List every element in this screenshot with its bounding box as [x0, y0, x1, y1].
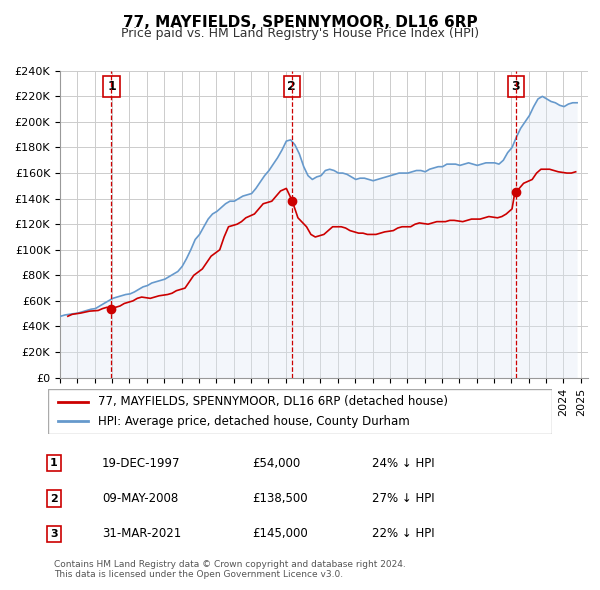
Text: 1: 1	[50, 458, 58, 468]
Text: 27% ↓ HPI: 27% ↓ HPI	[372, 492, 434, 505]
Text: £145,000: £145,000	[252, 527, 308, 540]
Text: 22% ↓ HPI: 22% ↓ HPI	[372, 527, 434, 540]
Text: Contains HM Land Registry data © Crown copyright and database right 2024.
This d: Contains HM Land Registry data © Crown c…	[54, 560, 406, 579]
Text: 19-DEC-1997: 19-DEC-1997	[102, 457, 181, 470]
Text: 77, MAYFIELDS, SPENNYMOOR, DL16 6RP (detached house): 77, MAYFIELDS, SPENNYMOOR, DL16 6RP (det…	[98, 395, 448, 408]
Text: Price paid vs. HM Land Registry's House Price Index (HPI): Price paid vs. HM Land Registry's House …	[121, 27, 479, 40]
FancyBboxPatch shape	[48, 389, 552, 434]
Text: 09-MAY-2008: 09-MAY-2008	[102, 492, 178, 505]
Text: £138,500: £138,500	[252, 492, 308, 505]
Text: 1: 1	[107, 80, 116, 93]
Text: 77, MAYFIELDS, SPENNYMOOR, DL16 6RP: 77, MAYFIELDS, SPENNYMOOR, DL16 6RP	[122, 15, 478, 30]
Text: £54,000: £54,000	[252, 457, 300, 470]
Text: HPI: Average price, detached house, County Durham: HPI: Average price, detached house, Coun…	[98, 415, 410, 428]
Text: 24% ↓ HPI: 24% ↓ HPI	[372, 457, 434, 470]
Text: 31-MAR-2021: 31-MAR-2021	[102, 527, 181, 540]
Text: 3: 3	[511, 80, 520, 93]
Text: 2: 2	[287, 80, 296, 93]
Text: 2: 2	[50, 494, 58, 503]
Text: 3: 3	[50, 529, 58, 539]
